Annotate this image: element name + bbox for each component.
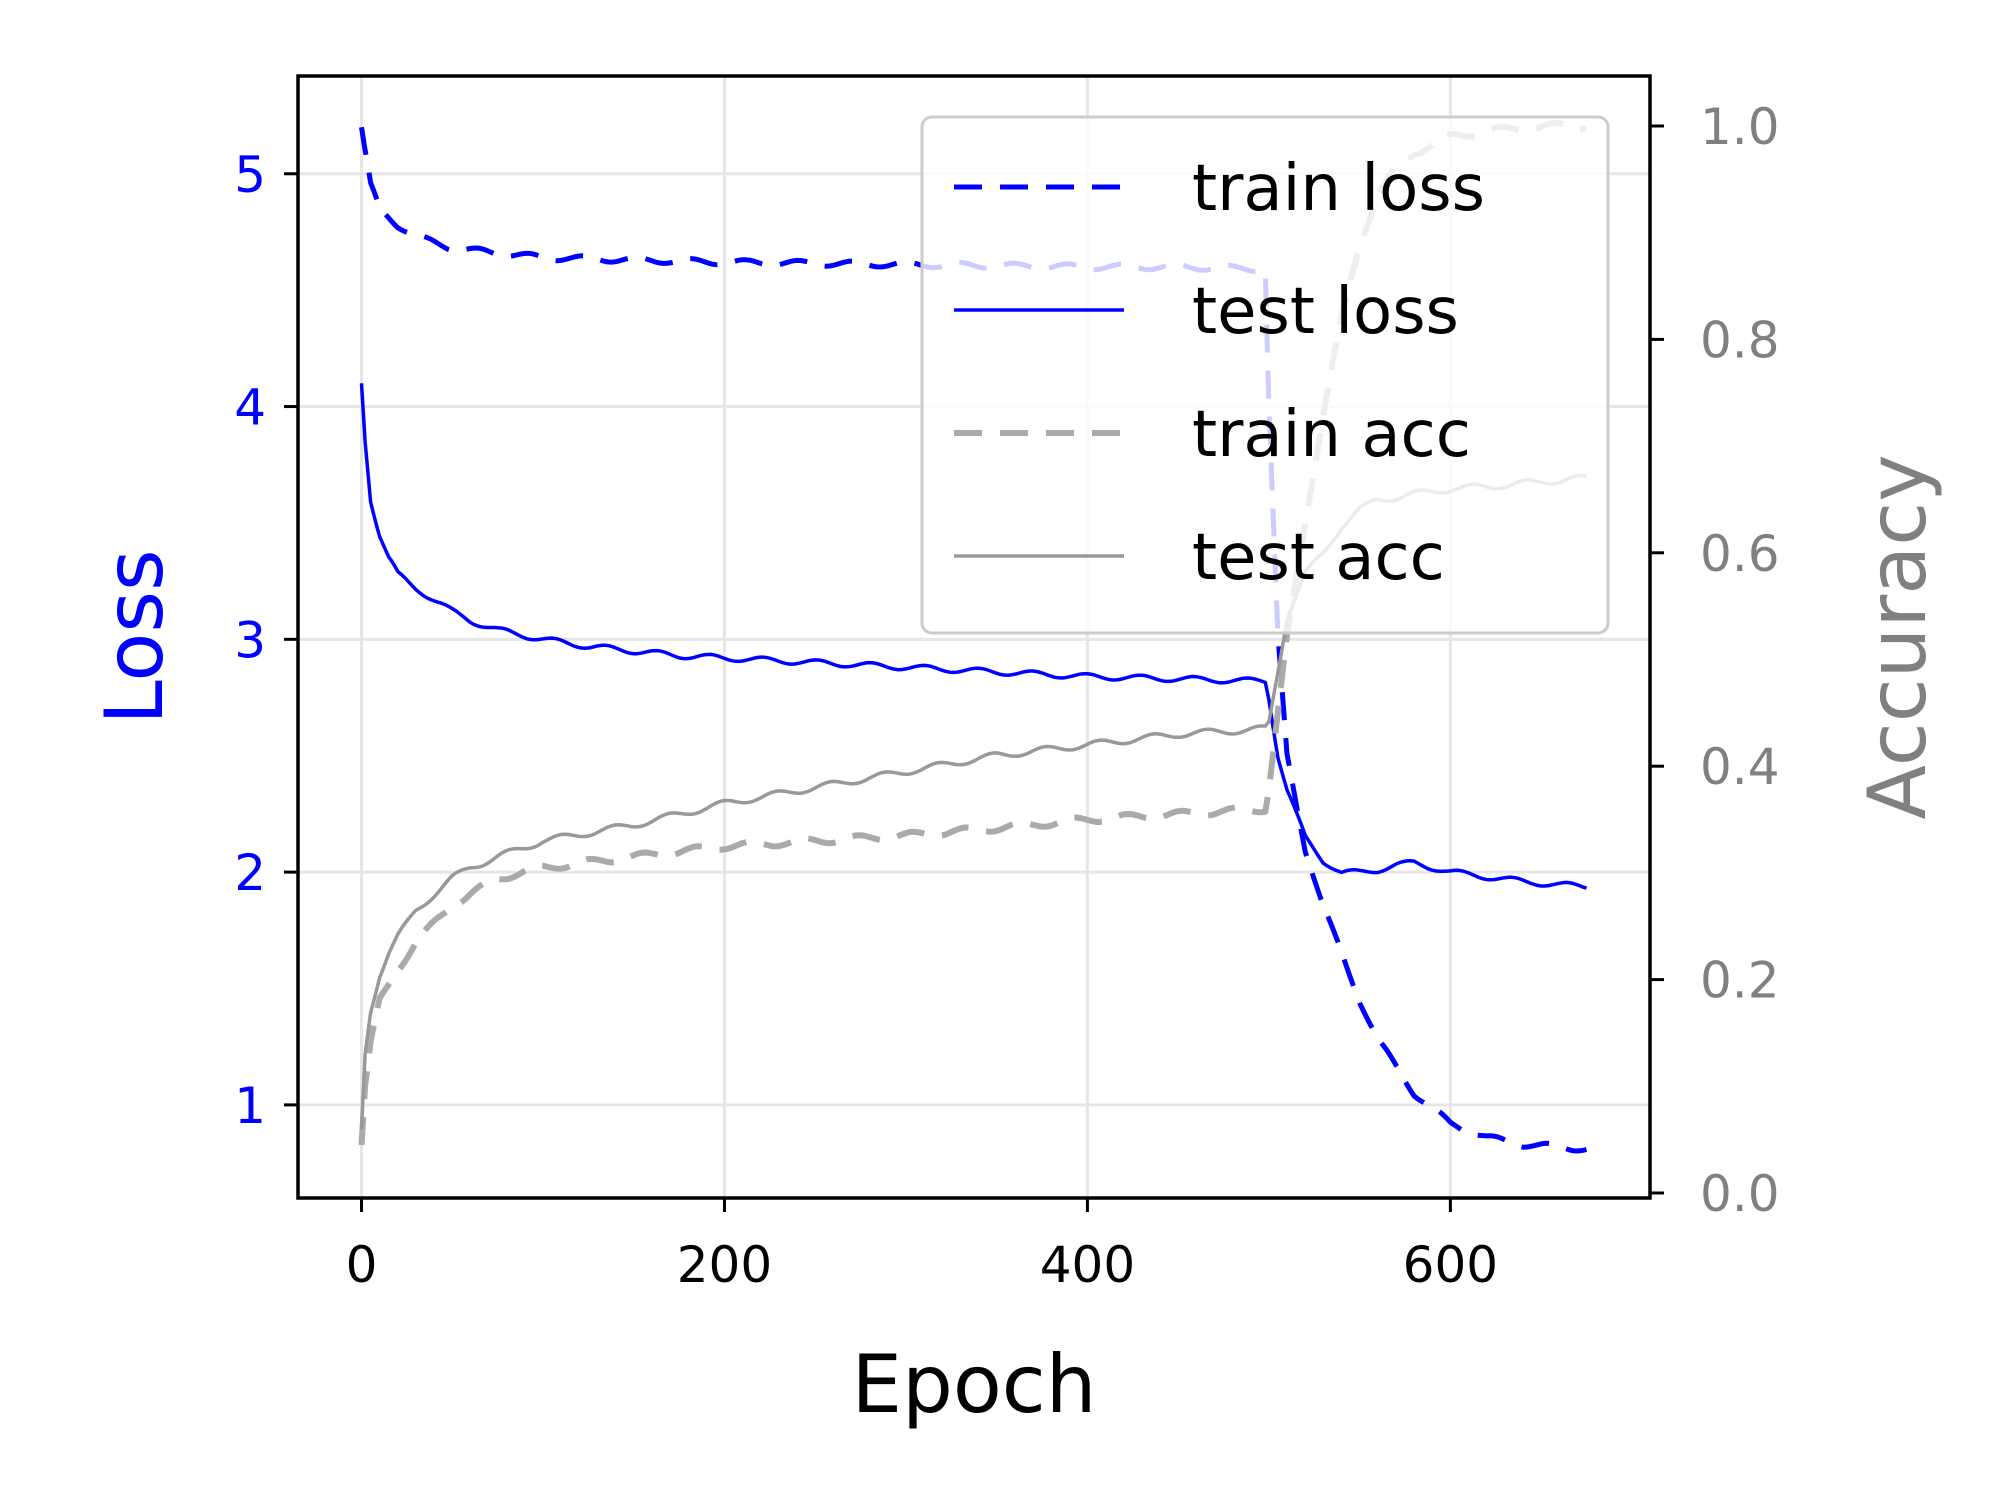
left-tick-label: 4: [234, 379, 266, 437]
left-axis-title: Loss: [88, 549, 181, 724]
x-axis-title: Epoch: [852, 1338, 1097, 1431]
axis-ticks: 0 200 400 600 1 2 3 4 5 0.0 0.2 0.4 0.6 0.8 1.0: [234, 98, 1779, 1294]
right-tick-label: 0.6: [1700, 525, 1780, 583]
x-tick-label: 400: [1040, 1236, 1135, 1294]
left-tick-label: 5: [234, 146, 266, 204]
legend-label-train-acc: train acc: [1192, 398, 1471, 472]
x-tick-label: 200: [677, 1236, 772, 1294]
legend-box: [920, 115, 1610, 635]
right-tick-label: 0.4: [1700, 738, 1780, 796]
right-tick-label: 1.0: [1700, 98, 1780, 156]
right-tick-label: 0.8: [1700, 311, 1780, 369]
legend-label-test-loss: test loss: [1192, 275, 1459, 349]
left-tick-label: 1: [234, 1077, 266, 1135]
right-axis-title: Accuracy: [1851, 454, 1944, 819]
legend-label-test-acc: test acc: [1192, 521, 1445, 595]
right-tick-label: 0.2: [1700, 952, 1780, 1010]
legend: train loss test loss train acc test acc: [920, 115, 1610, 635]
x-tick-label: 0: [346, 1236, 378, 1294]
x-tick-label: 600: [1403, 1236, 1498, 1294]
plot-frame: [296, 74, 1652, 1200]
right-tick-label: 0.0: [1700, 1165, 1780, 1223]
series-test-loss: [359, 383, 1588, 890]
left-tick-label: 3: [234, 611, 266, 669]
left-tick-label: 2: [234, 844, 266, 902]
legend-label-train-loss: train loss: [1192, 152, 1485, 226]
